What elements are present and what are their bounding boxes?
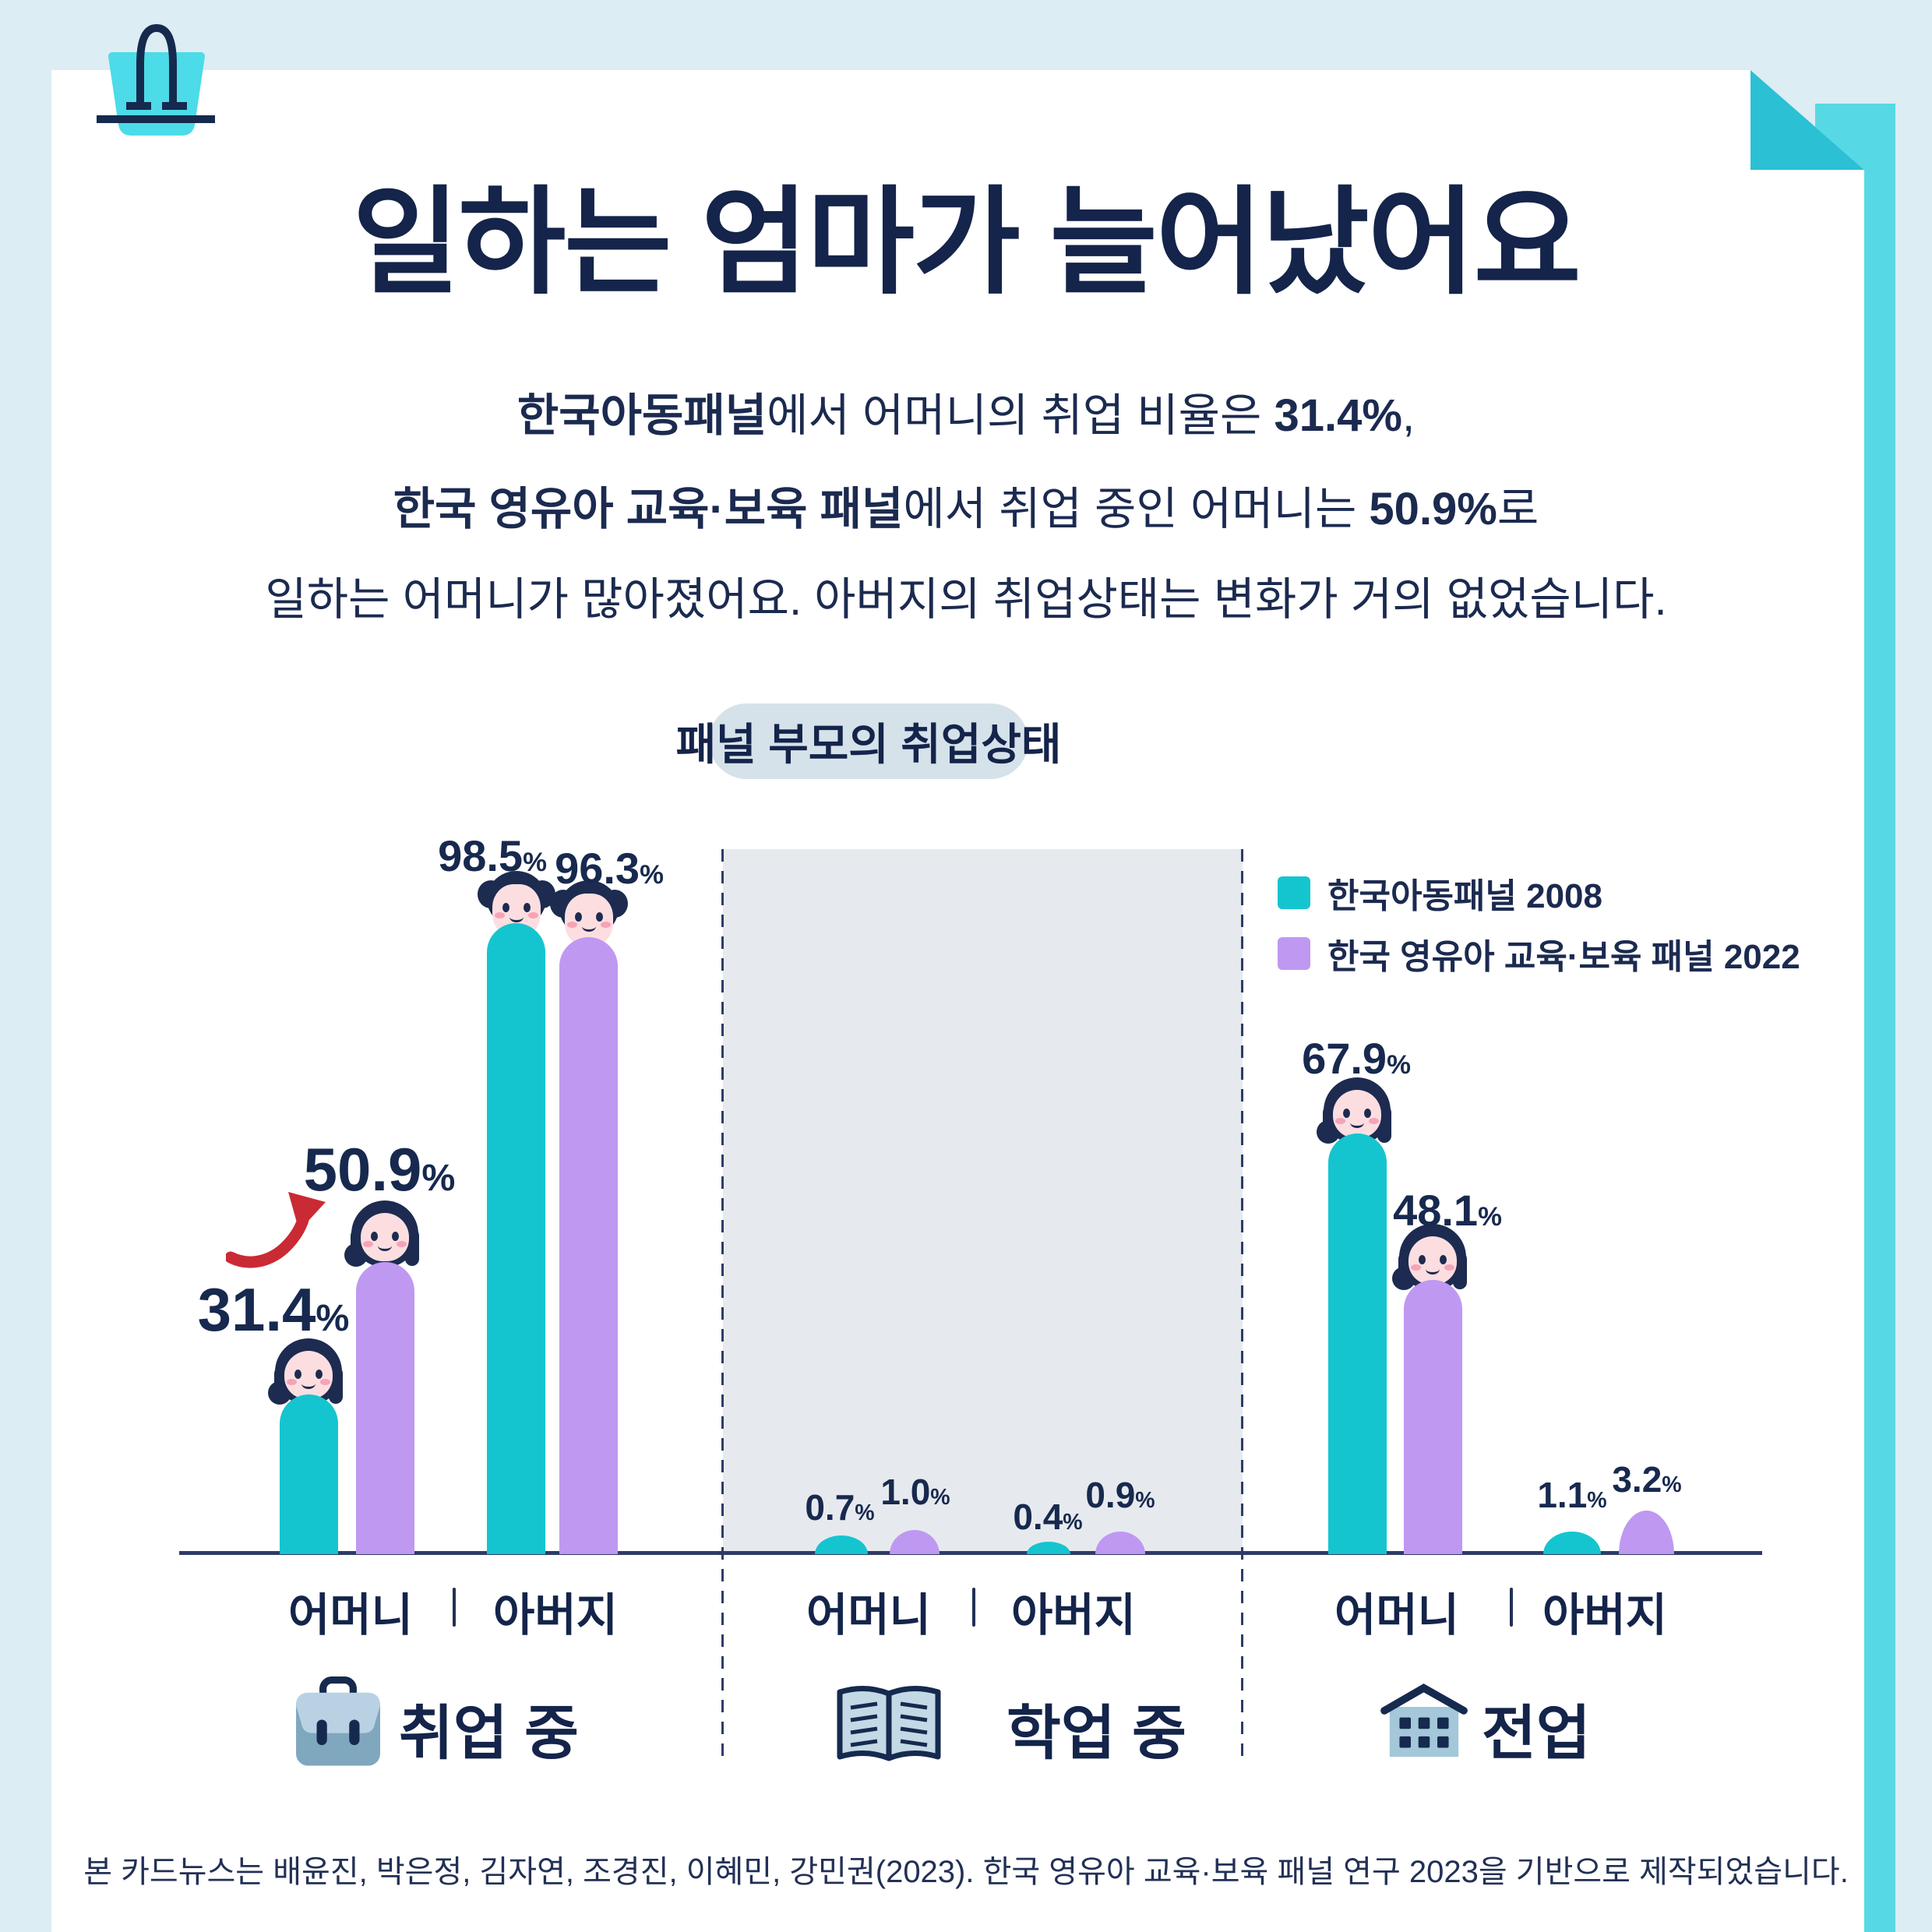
page-title: 일하는 엄마가 늘어났어요	[352, 177, 1581, 308]
legend-swatch-teal	[1278, 876, 1310, 909]
bar-studying-father-2008	[1027, 1542, 1070, 1554]
value-label: 1.0%	[880, 1472, 950, 1512]
category-tick	[1510, 1588, 1513, 1627]
mother-character-icon	[1317, 1077, 1391, 1148]
x-axis-baseline	[179, 1551, 1762, 1555]
bar-employed-father-2008	[487, 923, 545, 1554]
legend-swatch-purple	[1278, 937, 1310, 970]
intro-line-3: 일하는 어머니가 많아졌어요. 아버지의 취업상태는 변화가 거의 없었습니다.	[265, 574, 1667, 625]
legend-item-2022: 한국 영유아 교육·보육 패널 2022	[1278, 929, 1800, 978]
category-label-father: 아버지	[1010, 1590, 1137, 1641]
group-divider-dashed-right	[1241, 849, 1243, 1765]
value-label: 31.4%	[197, 1275, 350, 1344]
intro-line-1: 한국아동패널에서 어머니의 취업 비율은 31.4%,	[516, 390, 1416, 441]
chart-title-badge: 패널 부모의 취업상태	[676, 703, 1061, 779]
value-label: 1.1%	[1537, 1475, 1607, 1515]
bar-employed-mother-2022	[356, 1262, 414, 1554]
category-label-mother: 어머니	[806, 1590, 932, 1641]
middle-group-panel	[723, 849, 1243, 1554]
group-divider-dashed-left	[721, 849, 724, 1765]
value-label: 48.1%	[1393, 1186, 1502, 1235]
value-label: 0.7%	[805, 1487, 875, 1528]
value-label: 98.5%	[438, 831, 547, 880]
category-label-mother: 어머니	[1334, 1590, 1460, 1641]
briefcase-icon	[294, 1675, 382, 1771]
mother-character-icon	[344, 1200, 419, 1271]
group-label-studying: 학업 중	[1007, 1701, 1186, 1767]
binder-clip-icon	[87, 6, 224, 139]
bar-employed-father-2022	[559, 937, 618, 1554]
value-label: 0.9%	[1085, 1475, 1155, 1515]
value-label: 67.9%	[1302, 1034, 1411, 1083]
value-label: 96.3%	[555, 844, 664, 893]
book-icon	[830, 1681, 947, 1775]
house-icon	[1380, 1681, 1468, 1765]
value-label: 0.4%	[1013, 1497, 1083, 1537]
value-label: 3.2%	[1612, 1459, 1682, 1500]
mother-character-icon	[1392, 1224, 1467, 1294]
category-label-father: 아버지	[492, 1590, 619, 1641]
category-tick	[972, 1588, 975, 1627]
bar-homemaker-mother-2008	[1328, 1133, 1387, 1554]
intro-line-2: 한국 영유아 교육·보육 패널에서 취업 중인 어머니는 50.9%로	[393, 484, 1539, 534]
increase-arrow-icon	[224, 1189, 329, 1268]
mother-character-icon	[268, 1338, 343, 1408]
source-credit: 본 카드뉴스는 배윤진, 박은정, 김자연, 조경진, 이혜민, 강민권(202…	[83, 1855, 1849, 1889]
legend-item-2008: 한국아동패널 2008	[1278, 868, 1602, 918]
bar-homemaker-mother-2022	[1404, 1280, 1462, 1554]
category-label-mother: 어머니	[287, 1590, 414, 1641]
category-tick	[453, 1588, 456, 1627]
bar-employed-mother-2008	[280, 1394, 338, 1554]
group-label-employed: 취업 중	[399, 1701, 579, 1767]
value-label: 50.9%	[303, 1135, 456, 1204]
category-label-father: 아버지	[1542, 1590, 1668, 1641]
group-label-homemaker: 전업	[1482, 1701, 1591, 1767]
